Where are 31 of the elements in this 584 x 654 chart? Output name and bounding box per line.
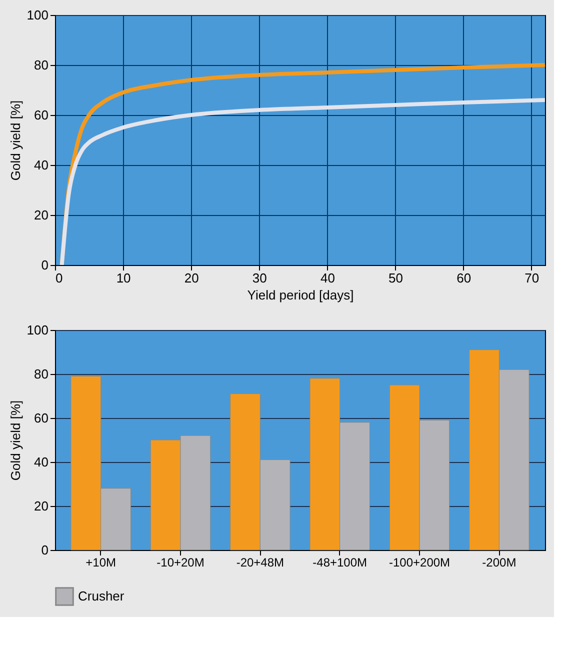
y-tick-label: 20	[34, 498, 48, 514]
x-tick-label: -20+48M	[236, 556, 284, 570]
x-tick-label: +10M	[86, 556, 116, 570]
y-tick-label: 60	[34, 410, 48, 426]
y-axis-title: Gold yield [%]	[8, 400, 23, 481]
x-tick-label: 50	[388, 270, 404, 286]
x-tick-label: 20	[184, 270, 199, 286]
y-tick-label: 20	[34, 208, 48, 222]
line-series	[60, 98, 545, 265]
x-tick-label: 70	[524, 270, 540, 286]
legend-label: Crusher	[78, 588, 125, 604]
y-tick-label: 60	[34, 108, 48, 122]
x-tick-label: -200M	[482, 556, 516, 570]
y-axis-title: Gold yield [%]	[8, 100, 23, 181]
x-axis-title: Yield period [days]	[247, 288, 354, 302]
x-tick-label: 60	[456, 270, 472, 286]
y-tick-label: 80	[34, 366, 48, 382]
x-tick-label: 10	[116, 270, 131, 286]
y-tick-label: 40	[34, 158, 48, 172]
y-tick-label: 0	[41, 542, 48, 558]
x-tick-label: -10+20M	[156, 556, 204, 570]
y-tick-label: 80	[34, 58, 48, 72]
y-tick-label: 0	[41, 258, 48, 272]
y-tick-label: 40	[34, 454, 48, 470]
x-tick-label: 0	[56, 270, 63, 286]
y-tick-label: 100	[26, 8, 48, 22]
x-tick-label: -48+100M	[312, 556, 368, 570]
x-tick-label: 40	[320, 270, 335, 286]
y-tick-label: 100	[26, 322, 48, 338]
x-tick-label: 30	[252, 270, 267, 286]
x-tick-label: -100+200M	[388, 556, 450, 570]
